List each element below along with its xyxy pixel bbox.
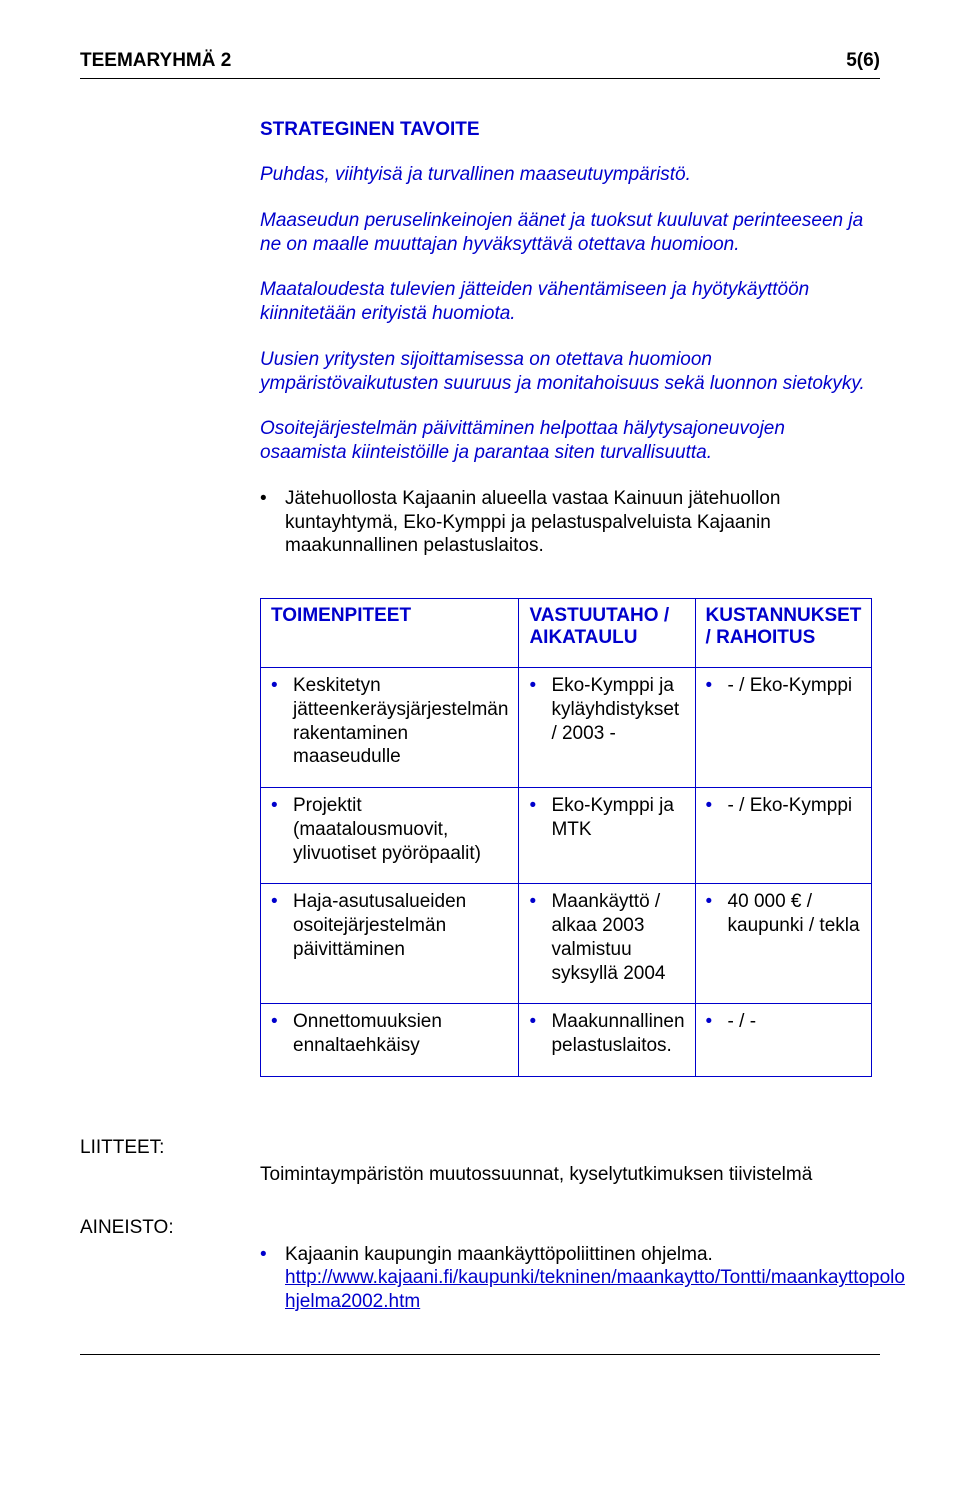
bullet-icon xyxy=(706,890,728,938)
aineisto-item-text: Kajaanin kaupungin maankäyttöpoliittinen… xyxy=(285,1244,713,1265)
footer-divider xyxy=(80,1354,880,1355)
strategic-goal-heading: STRATEGINEN TAVOITE xyxy=(260,119,870,141)
paragraph-3: Maataloudesta tulevien jätteiden vähentä… xyxy=(260,278,870,326)
cell-text: Maakunnallinen pelastuslaitos. xyxy=(551,1010,684,1058)
bullet-icon xyxy=(260,487,285,558)
cell-text: - / Eko-Kymppi xyxy=(728,794,853,818)
cell-text: Projektit (maatalousmuovit, ylivuotiset … xyxy=(293,794,508,865)
bullet-icon xyxy=(260,1243,285,1314)
bullet-icon xyxy=(271,794,293,865)
cell-text: 40 000 € / kaupunki / tekla xyxy=(728,890,862,938)
bullet-icon xyxy=(529,674,551,745)
bullet-icon xyxy=(529,794,551,842)
document-page: TEEMARYHMÄ 2 5(6) STRATEGINEN TAVOITE Pu… xyxy=(0,0,960,1415)
cell-text: - / Eko-Kymppi xyxy=(728,674,853,698)
cell-text: - / - xyxy=(728,1010,757,1034)
main-content: STRATEGINEN TAVOITE Puhdas, viihtyisä ja… xyxy=(260,119,870,558)
table-row: Projektit (maatalousmuovit, ylivuotiset … xyxy=(261,788,872,884)
page-header: TEEMARYHMÄ 2 5(6) xyxy=(80,50,880,72)
attachments-label: LIITTEET: xyxy=(80,1137,880,1159)
actions-table: TOIMENPITEET VASTUUTAHO / AIKATAULU KUST… xyxy=(260,598,872,1077)
bullet-icon xyxy=(529,890,551,985)
bullet-icon xyxy=(706,1010,728,1034)
table-row: Haja-asutusalueiden osoitejärjestelmän p… xyxy=(261,884,872,1004)
aineisto-item: Kajaanin kaupungin maankäyttöpoliittinen… xyxy=(285,1243,905,1314)
paragraph-5: Osoitejärjestelmän päivittäminen helpott… xyxy=(260,417,870,465)
bullet-icon xyxy=(271,1010,293,1058)
table-container: TOIMENPITEET VASTUUTAHO / AIKATAULU KUST… xyxy=(260,598,820,1077)
bullet-icon xyxy=(529,1010,551,1058)
bullet-paragraph: Jätehuollosta Kajaanin alueella vastaa K… xyxy=(260,487,870,558)
aineisto-label: AINEISTO: xyxy=(80,1217,880,1239)
table-row: Keskitetyn jätteenkeräysjärjestelmän rak… xyxy=(261,668,872,788)
table-header-row: TOIMENPITEET VASTUUTAHO / AIKATAULU KUST… xyxy=(261,599,872,668)
bullet-icon xyxy=(706,674,728,698)
cell-text: Eko-Kymppi ja kyläyhdistykset / 2003 - xyxy=(551,674,684,745)
cell-text: Onnettomuuksien ennaltaehkäisy xyxy=(293,1010,508,1058)
col-header-responsible: VASTUUTAHO / AIKATAULU xyxy=(519,599,695,668)
paragraph-1: Puhdas, viihtyisä ja turvallinen maaseut… xyxy=(260,163,870,187)
paragraph-4: Uusien yritysten sijoittamisessa on otet… xyxy=(260,348,870,396)
attachments-body: Toimintaympäristön muutossuunnat, kysely… xyxy=(260,1163,820,1187)
table-row: Onnettomuuksien ennaltaehkäisy Maakunnal… xyxy=(261,1004,872,1077)
header-divider xyxy=(80,78,880,79)
cell-text: Keskitetyn jätteenkeräysjärjestelmän rak… xyxy=(293,674,508,769)
bullet-text: Jätehuollosta Kajaanin alueella vastaa K… xyxy=(285,487,870,558)
col-header-costs: KUSTANNUKSET / RAHOITUS xyxy=(695,599,872,668)
cell-text: Eko-Kymppi ja MTK xyxy=(551,794,684,842)
cell-text: Haja-asutusalueiden osoitejärjestelmän p… xyxy=(293,890,508,961)
page-number: 5(6) xyxy=(846,50,880,72)
cell-text: Maankäyttö / alkaa 2003 valmistuu syksyl… xyxy=(551,890,684,985)
aineisto-link[interactable]: http://www.kajaani.fi/kaupunki/tekninen/… xyxy=(285,1267,905,1288)
aineisto-link-rest[interactable]: hjelma2002.htm xyxy=(285,1291,420,1312)
header-group: TEEMARYHMÄ 2 xyxy=(80,50,231,72)
bullet-icon xyxy=(271,674,293,769)
aineisto-body: Kajaanin kaupungin maankäyttöpoliittinen… xyxy=(260,1243,820,1314)
paragraph-2: Maaseudun peruselinkeinojen äänet ja tuo… xyxy=(260,209,870,257)
col-header-actions: TOIMENPITEET xyxy=(261,599,519,668)
bullet-icon xyxy=(706,794,728,818)
bullet-icon xyxy=(271,890,293,961)
